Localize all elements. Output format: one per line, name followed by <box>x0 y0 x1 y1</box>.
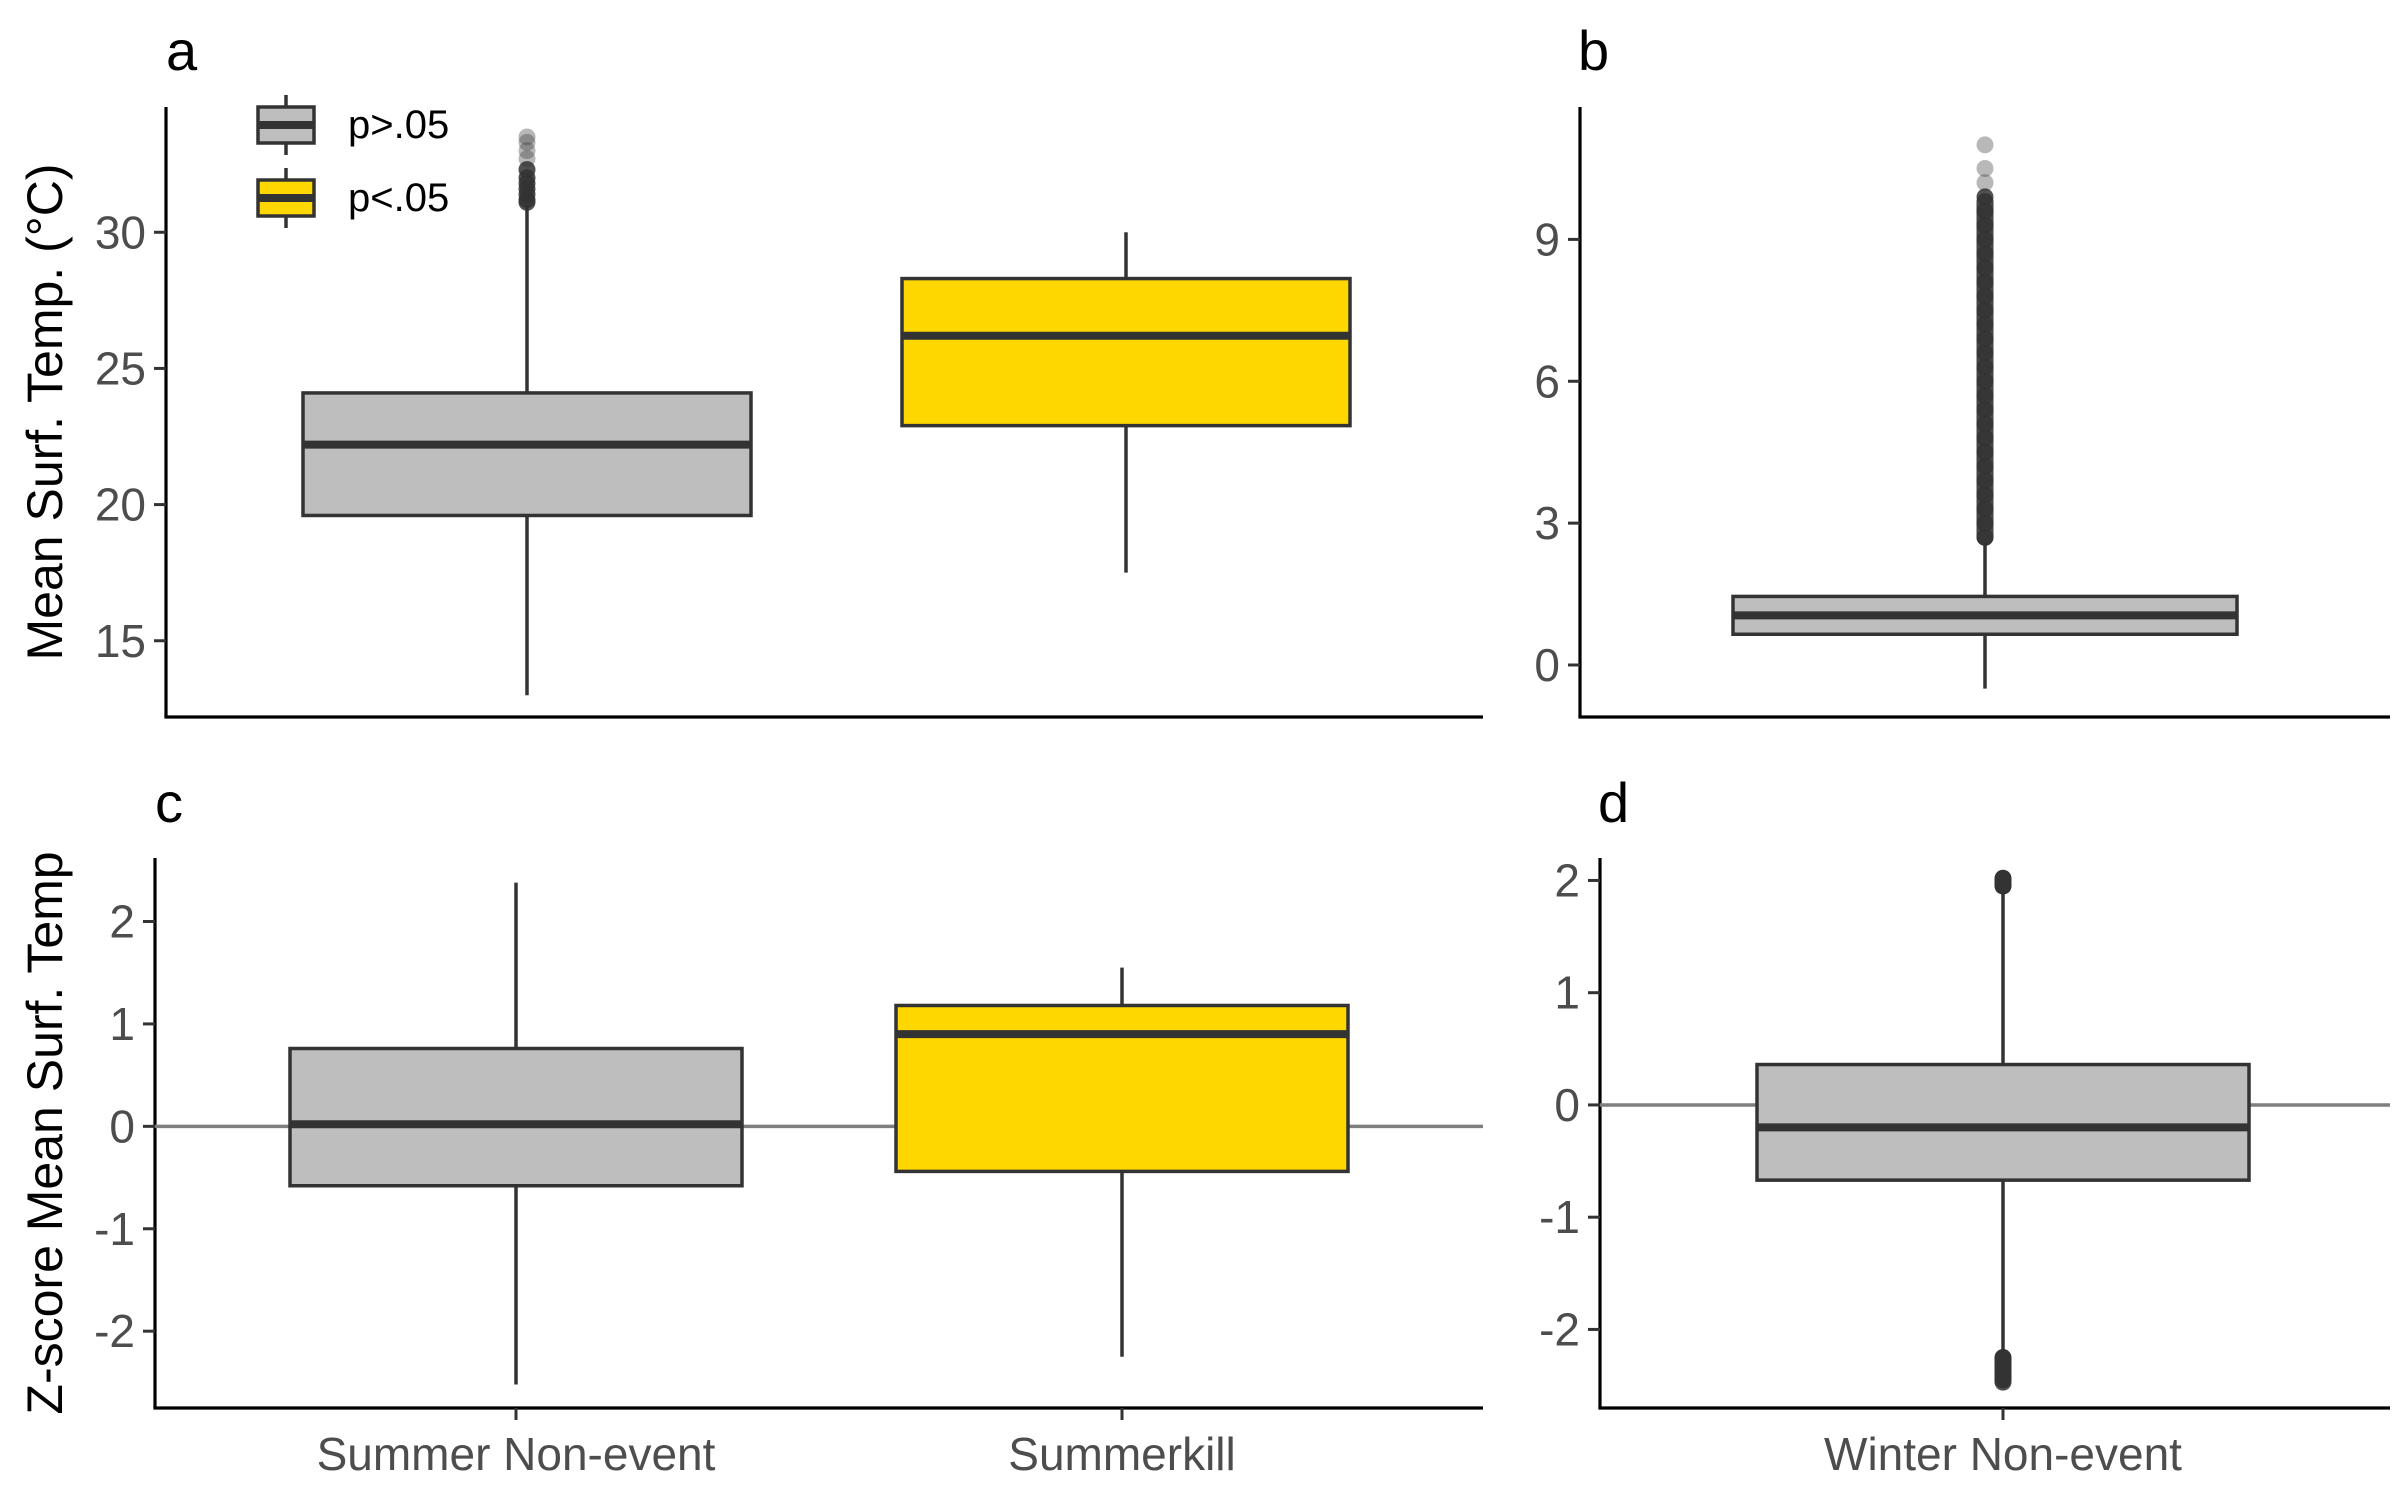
y-tick-label: 0 <box>109 1100 135 1152</box>
outlier-point <box>518 128 536 146</box>
panel-d-tag: d <box>1598 771 1629 834</box>
interquartile-box <box>301 391 753 518</box>
y-tick-label: 2 <box>109 896 135 948</box>
outlier-point <box>1976 136 1994 154</box>
panel-b-tag: b <box>1578 19 1609 82</box>
panel-c-tag: c <box>155 771 183 834</box>
y-tick-label: -1 <box>94 1203 135 1255</box>
panel-d-plot: -2 -1 0 1 2 Winter Non-event <box>1539 854 2390 1480</box>
panel-d: d -2 -1 0 1 2 Winter Non-event <box>1539 771 2390 1480</box>
y-tick-label: 1 <box>109 998 135 1050</box>
y-tick-label: 0 <box>1554 1079 1580 1131</box>
panel-b-plot: 0 3 6 9 <box>1534 136 2239 691</box>
panel-c: c -2 -1 0 1 2 Summer Non-event Summerkill <box>94 771 1483 1480</box>
panel-c-plot: -2 -1 0 1 2 Summer Non-event Summerkill <box>94 882 1483 1480</box>
box-summer-non-event <box>288 882 744 1385</box>
y-tick-label: -2 <box>94 1305 135 1357</box>
outlier-point <box>1976 174 1994 192</box>
legend-label-not-significant: p>.05 <box>348 103 449 147</box>
interquartile-box <box>288 1046 744 1188</box>
x-tick-label: Winter Non-event <box>1824 1428 2182 1480</box>
interquartile-box <box>900 276 1352 428</box>
legend-label-significant: p<.05 <box>348 176 449 220</box>
y-tick-label: 9 <box>1534 213 1560 265</box>
y-tick-label: -1 <box>1539 1191 1580 1243</box>
legend-entry-not-significant: p>.05 <box>256 95 449 155</box>
panel-a: a 15 20 25 30 <box>95 19 1483 719</box>
box-summerkill <box>900 232 1352 573</box>
box-summer-non-event <box>301 128 753 696</box>
panel-a-tag: a <box>166 19 198 82</box>
x-tick-label: Summer Non-event <box>317 1428 716 1480</box>
legend: p>.05 p<.05 <box>256 95 449 228</box>
y-tick-label: 2 <box>1554 854 1580 906</box>
outlier-point <box>1976 159 1994 177</box>
y-tick-label: 0 <box>1534 639 1560 691</box>
x-tick-label: Summerkill <box>1008 1428 1235 1480</box>
outlier-point <box>518 133 536 151</box>
top-row-y-axis-title: Mean Surf. Temp. (°C) <box>17 164 73 661</box>
panel-b: b 0 3 6 9 <box>1534 19 2390 719</box>
panel-a-plot: 15 20 25 30 <box>95 128 1352 696</box>
outlier-point <box>518 142 536 160</box>
outlier-point <box>518 150 536 168</box>
y-tick-label: 3 <box>1534 497 1560 549</box>
box-summerkill <box>894 967 1350 1357</box>
y-tick-label: 1 <box>1554 967 1580 1019</box>
y-tick-label: -2 <box>1539 1303 1580 1355</box>
outlier-point <box>518 161 536 179</box>
y-tick-label: 25 <box>95 342 146 394</box>
y-tick-label: 6 <box>1534 355 1560 407</box>
legend-entry-significant: p<.05 <box>256 168 449 228</box>
interquartile-box <box>1755 1062 2251 1182</box>
box-winter-non-event <box>1755 871 2251 1391</box>
y-tick-label: 15 <box>95 615 146 667</box>
y-tick-label: 20 <box>95 479 146 531</box>
y-tick-label: 30 <box>95 206 146 258</box>
bottom-row-y-axis-title: Z-score Mean Surf. Temp <box>17 851 73 1414</box>
